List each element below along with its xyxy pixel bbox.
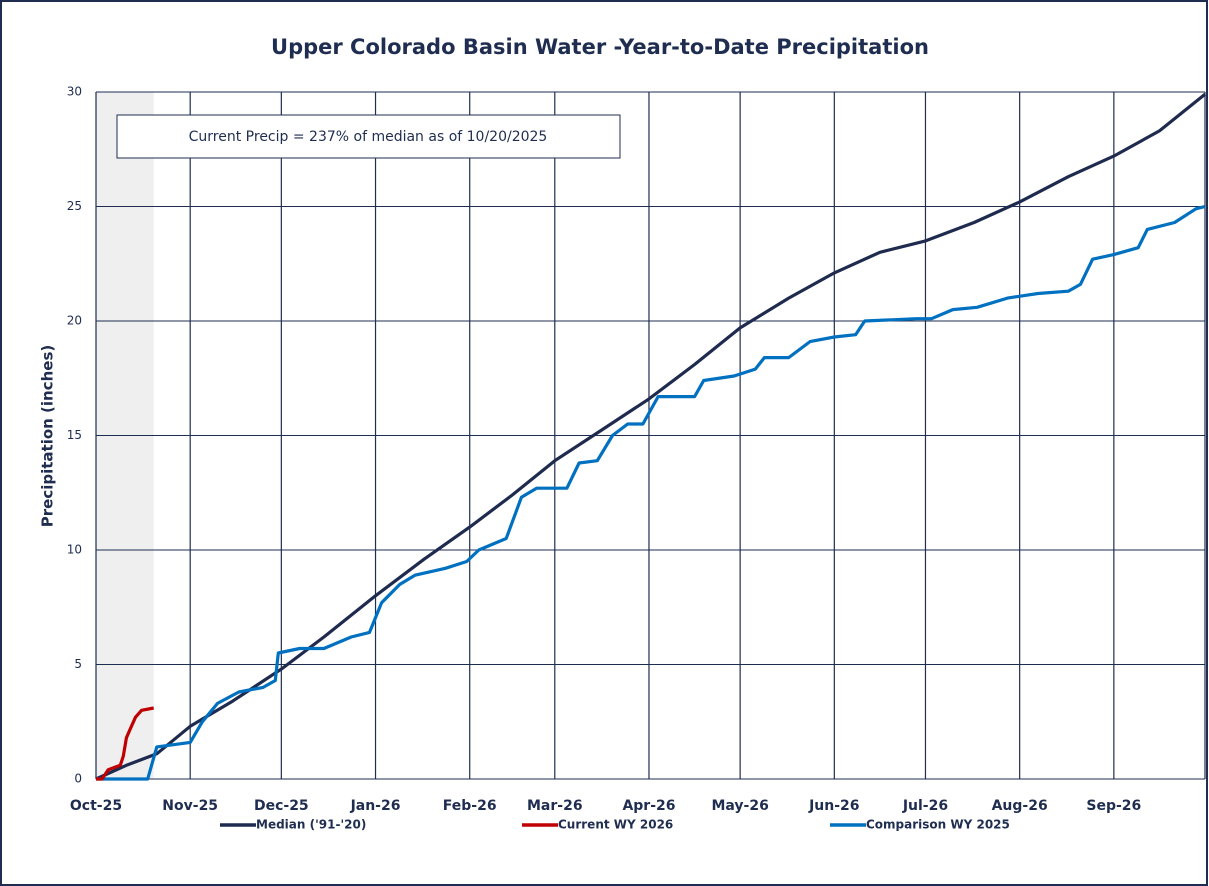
chart-title: Upper Colorado Basin Water -Year-to-Date…	[271, 35, 929, 59]
x-tick-label: May-26	[711, 798, 768, 814]
x-tick-label: Jun-26	[808, 798, 859, 814]
y-axis-label: Precipitation (inches)	[39, 345, 57, 528]
series-line	[95, 93, 1207, 781]
x-tick-label: Jan-26	[350, 798, 401, 814]
x-tick-label: Mar-26	[527, 798, 583, 814]
y-tick-label: 20	[67, 314, 82, 328]
x-tick-label: Oct-25	[70, 798, 122, 814]
x-tick-label: Jul-26	[902, 798, 948, 814]
x-tick-label: Aug-26	[992, 798, 1048, 814]
y-tick-label: 30	[67, 85, 82, 99]
annotation-box	[116, 114, 621, 159]
series-line	[96, 706, 154, 781]
x-tick-label: Apr-26	[622, 798, 675, 814]
series-line	[96, 204, 1206, 781]
x-tick-label: Dec-25	[254, 798, 309, 814]
y-tick-label: 0	[74, 772, 82, 786]
y-tick-label: 10	[67, 543, 82, 557]
y-tick-label: 15	[67, 428, 82, 442]
legend-label: Comparison WY 2025	[866, 818, 1010, 832]
x-tick-label: Sep-26	[1086, 798, 1141, 814]
legend-label: Median ('91-'20)	[256, 818, 366, 832]
y-tick-label: 25	[67, 199, 82, 213]
x-tick-label: Feb-26	[443, 798, 497, 814]
legend-label: Current WY 2026	[558, 818, 673, 832]
x-tick-label: Nov-25	[162, 798, 218, 814]
annotation: Current Precip = 237% of median as of 10…	[189, 129, 548, 145]
y-tick-label: 5	[74, 657, 82, 671]
